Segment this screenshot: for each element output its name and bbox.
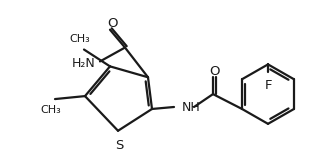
Text: S: S xyxy=(115,139,123,152)
Text: NH: NH xyxy=(182,102,201,115)
Text: CH₃: CH₃ xyxy=(70,34,90,44)
Text: O: O xyxy=(210,65,220,78)
Text: F: F xyxy=(264,79,272,92)
Text: CH₃: CH₃ xyxy=(41,105,61,115)
Text: H₂N: H₂N xyxy=(72,57,96,70)
Text: O: O xyxy=(107,17,117,30)
